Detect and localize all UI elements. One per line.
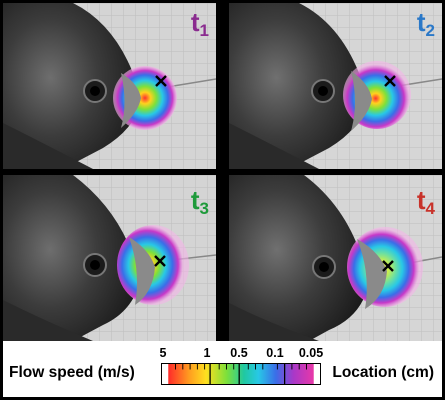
scale-tick-label: 0.5 — [230, 346, 248, 360]
time-label-text: t — [190, 7, 200, 37]
marker-x-t2 — [384, 75, 396, 87]
panel-t3: t3 — [3, 175, 216, 341]
time-label-sub: 4 — [425, 199, 436, 218]
time-label-text: t — [416, 185, 426, 215]
fish-flow-image-t2 — [229, 3, 442, 169]
scale-tick-label: 5 — [159, 346, 167, 360]
time-label-t1: t1 — [190, 7, 210, 44]
marker-x-t3 — [154, 255, 166, 267]
marker-x-t4 — [382, 260, 394, 272]
fish-flow-image-t3 — [3, 175, 216, 341]
scale-tick-label: 0.1 — [266, 346, 284, 360]
time-label-sub: 3 — [199, 199, 210, 218]
time-label-t2: t2 — [416, 7, 436, 44]
panel-t2: t2 — [229, 3, 442, 169]
panel-t1: t1 — [3, 3, 216, 169]
flow-speed-colorbar — [161, 363, 321, 385]
location-label: Location (cm) — [332, 364, 434, 381]
time-label-text: t — [416, 7, 426, 37]
fish-flow-image-t4 — [229, 175, 442, 341]
time-label-t4: t4 — [416, 185, 436, 222]
time-label-text: t — [190, 185, 200, 215]
fish-flow-image-t1 — [3, 3, 216, 169]
scale-tick-label: 1 — [203, 346, 211, 360]
marker-x-t1 — [155, 75, 167, 87]
flow-speed-label: Flow speed (m/s) — [9, 364, 135, 381]
time-label-sub: 1 — [199, 21, 210, 40]
panel-t4: t4 — [229, 175, 442, 341]
time-label-t3: t3 — [190, 185, 210, 222]
legend-bar: Flow speed (m/s) 5 1 0.5 0.1 0.05 — [3, 341, 442, 397]
time-label-sub: 2 — [425, 21, 436, 40]
scale-tick-label: 0.05 — [298, 346, 324, 360]
scale-tick-labels: 5 1 0.5 0.1 0.05 — [159, 346, 324, 360]
